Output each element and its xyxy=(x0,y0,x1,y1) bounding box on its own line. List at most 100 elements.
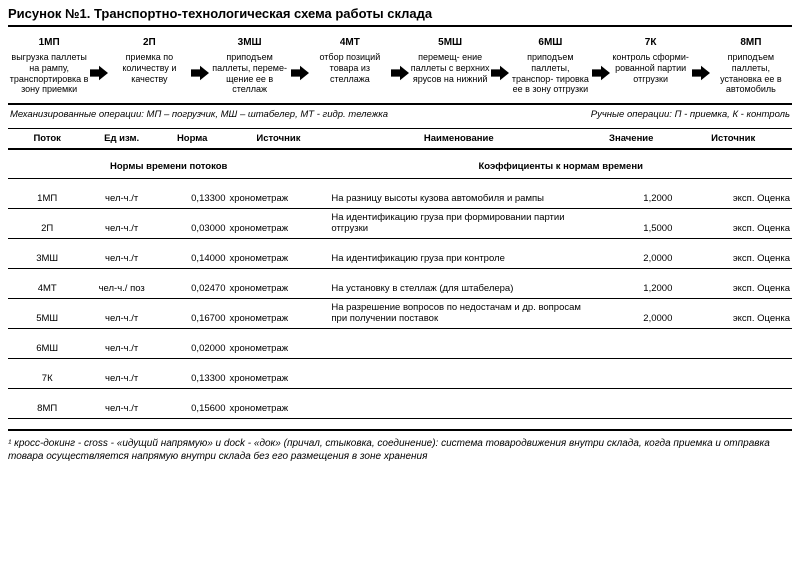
flow-step: 1МПвыгрузка паллеты на рампу, транспорти… xyxy=(8,37,90,95)
th-src1: Источник xyxy=(227,129,329,149)
cell-flow: 6МШ xyxy=(8,329,86,359)
cell-norm: 0,16700 xyxy=(157,299,228,329)
th-unit: Ед изм. xyxy=(86,129,157,149)
legend-mechanized: Механизированные операции: МП – погрузчи… xyxy=(10,109,591,121)
step-code: 5МШ xyxy=(410,37,490,48)
cell-name: На установку в стеллаж (для штабелера) xyxy=(329,269,588,299)
cell-flow: 5МШ xyxy=(8,299,86,329)
arrow-right-icon xyxy=(291,37,309,81)
cell-name xyxy=(329,389,588,419)
cell-src1: хронометраж xyxy=(227,299,329,329)
cell-flow: 7К xyxy=(8,359,86,389)
cell-src1: хронометраж xyxy=(227,359,329,389)
legend-row: Механизированные операции: МП – погрузчи… xyxy=(8,103,792,128)
cell-src1: хронометраж xyxy=(227,239,329,269)
cell-name: На идентификацию груза при формировании … xyxy=(329,209,588,239)
cell-src1: хронометраж xyxy=(227,269,329,299)
flow-step: 6МШприподъем паллеты, транспор- тировка … xyxy=(509,37,591,95)
step-code: 3МШ xyxy=(210,37,290,48)
cell-unit: чел-ч./т xyxy=(86,239,157,269)
cell-flow: 2П xyxy=(8,209,86,239)
flow-step: 3МШ приподъем паллеты, переме- щение ее в… xyxy=(209,37,291,95)
cell-value xyxy=(588,359,674,389)
table-row: 5МШчел-ч./т0,16700хронометражНа разрешен… xyxy=(8,299,792,329)
th-src2: Источник xyxy=(674,129,792,149)
step-code: 8МП xyxy=(711,37,791,48)
table-row: 4МТчел-ч./ поз0,02470хронометражНа устан… xyxy=(8,269,792,299)
cell-name: На разницу высоты кузова автомобиля и ра… xyxy=(329,179,588,209)
step-code: 2П xyxy=(109,37,189,48)
cell-name: На идентификацию груза при контроле xyxy=(329,239,588,269)
arrow-right-icon xyxy=(191,37,209,81)
flowchart-row: 1МПвыгрузка паллеты на рампу, транспорти… xyxy=(8,37,792,95)
cell-unit: чел-ч./т xyxy=(86,299,157,329)
cell-src2: эксп. Оценка xyxy=(674,179,792,209)
cell-src1: хронометраж xyxy=(227,329,329,359)
arrow-right-icon xyxy=(692,37,710,81)
cell-value: 1,2000 xyxy=(588,179,674,209)
step-text: приподъем паллеты, переме- щение ее в ст… xyxy=(210,52,290,95)
cell-unit: чел-ч./т xyxy=(86,209,157,239)
flow-step: 5МШ перемещ- ение паллеты с верхних ярусо… xyxy=(409,37,491,84)
cell-norm: 0,13300 xyxy=(157,359,228,389)
step-code: 7К xyxy=(611,37,691,48)
th-flow: Поток xyxy=(8,129,86,149)
arrow-right-icon xyxy=(391,37,409,81)
cell-norm: 0,13300 xyxy=(157,179,228,209)
cell-src2: эксп. Оценка xyxy=(674,299,792,329)
cell-norm: 0,15600 xyxy=(157,389,228,419)
cell-src1: хронометраж xyxy=(227,209,329,239)
main-table: Нормы времени потоков Коэффициенты к нор… xyxy=(8,129,792,420)
cell-unit: чел-ч./т xyxy=(86,359,157,389)
cell-name xyxy=(329,359,588,389)
section-right: Коэффициенты к нормам времени xyxy=(329,149,792,179)
step-code: 6МШ xyxy=(510,37,590,48)
table-row: 7Кчел-ч./т0,13300хронометраж xyxy=(8,359,792,389)
cell-name: На разрешение вопросов по недостачам и д… xyxy=(329,299,588,329)
cell-value: 1,2000 xyxy=(588,269,674,299)
footnote: ¹ кросс-докинг - cross - «идущий напряму… xyxy=(8,429,792,463)
cell-flow: 1МП xyxy=(8,179,86,209)
cell-value xyxy=(588,329,674,359)
arrow-right-icon xyxy=(491,37,509,81)
flow-step: 2П приемка по количеству и качеству xyxy=(108,37,190,84)
cell-flow: 3МШ xyxy=(8,239,86,269)
th-norm: Норма xyxy=(157,129,228,149)
step-text: перемещ- ение паллеты с верхних ярусов н… xyxy=(410,52,490,84)
cell-value: 2,0000 xyxy=(588,299,674,329)
step-code: 4МТ xyxy=(310,37,390,48)
cell-src2 xyxy=(674,359,792,389)
cell-src1: хронометраж xyxy=(227,179,329,209)
cell-flow: 4МТ xyxy=(8,269,86,299)
cell-src2 xyxy=(674,389,792,419)
flow-step: 7К контроль сформи- рованной партии отгру… xyxy=(610,37,692,84)
cell-norm: 0,02470 xyxy=(157,269,228,299)
cell-unit: чел-ч./т xyxy=(86,179,157,209)
flow-step: 8МПприподъем паллеты, установка ее в авт… xyxy=(710,37,792,95)
cell-src2: эксп. Оценка xyxy=(674,239,792,269)
cell-unit: чел-ч./т xyxy=(86,329,157,359)
cell-flow: 8МП xyxy=(8,389,86,419)
arrow-right-icon xyxy=(90,37,108,81)
cell-unit: чел-ч./ поз xyxy=(86,269,157,299)
cell-name xyxy=(329,329,588,359)
table-row: 1МПчел-ч./т0,13300хронометражНа разницу … xyxy=(8,179,792,209)
cell-value: 1,5000 xyxy=(588,209,674,239)
cell-src1: хронометраж xyxy=(227,389,329,419)
step-code: 1МП xyxy=(9,37,89,48)
legend-manual: Ручные операции: П - приемка, К - контро… xyxy=(591,109,790,121)
table-row: 3МШчел-ч./т0,14000хронометражНа идентифи… xyxy=(8,239,792,269)
table-row: 8МПчел-ч./т0,15600хронометраж xyxy=(8,389,792,419)
cell-norm: 0,03000 xyxy=(157,209,228,239)
cell-src2: эксп. Оценка xyxy=(674,209,792,239)
cell-src2: эксп. Оценка xyxy=(674,269,792,299)
step-text: контроль сформи- рованной партии отгрузк… xyxy=(611,52,691,84)
arrow-right-icon xyxy=(592,37,610,81)
cell-unit: чел-ч./т xyxy=(86,389,157,419)
th-value: Значение xyxy=(588,129,674,149)
step-text: приемка по количеству и качеству xyxy=(109,52,189,84)
cell-src2 xyxy=(674,329,792,359)
cell-norm: 0,02000 xyxy=(157,329,228,359)
section-left: Нормы времени потоков xyxy=(8,149,329,179)
flow-step: 4МТотбор позиций товара из стеллажа xyxy=(309,37,391,84)
